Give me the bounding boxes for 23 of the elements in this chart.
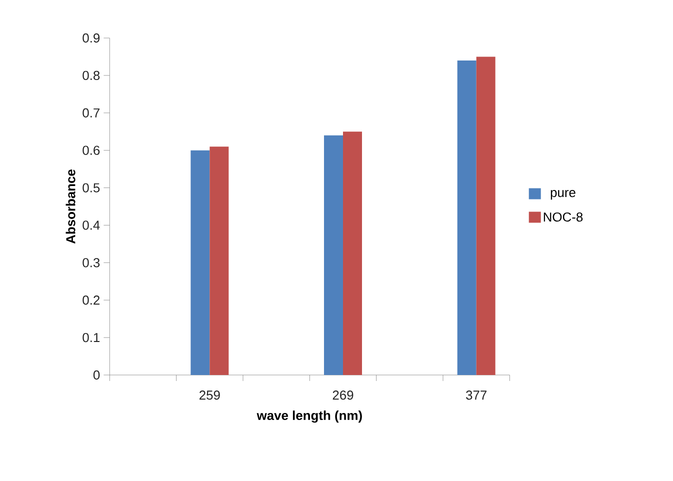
y-tick-label: 0.8 (82, 70, 100, 80)
y-tick-label: 0.7 (82, 108, 100, 118)
y-tick-label: 0.4 (82, 220, 100, 230)
y-tick-label: 0 (93, 370, 100, 380)
legend-label: NOC-8 (544, 212, 583, 222)
y-axis-title: Absorbance (66, 170, 76, 244)
y-tick-label: 0.3 (82, 258, 100, 268)
bar (476, 56, 496, 375)
bar (210, 146, 229, 375)
y-tick-label: 0.2 (82, 296, 100, 305)
y-tick-label: 0.5 (82, 183, 100, 192)
y-tick-label: 0.9 (82, 33, 100, 43)
x-axis-title: wave length (nm) (256, 410, 362, 423)
x-tick-label: 269 (332, 390, 354, 400)
x-tick-label: 259 (200, 390, 220, 400)
bar (190, 150, 210, 375)
bar (343, 132, 362, 375)
x-tick-label: 377 (466, 390, 486, 400)
legend-label: pure (550, 190, 576, 200)
y-tick-label: 0.1 (82, 332, 100, 342)
bar (324, 135, 343, 375)
bar (457, 60, 476, 375)
y-tick-label: 0.6 (82, 146, 100, 155)
